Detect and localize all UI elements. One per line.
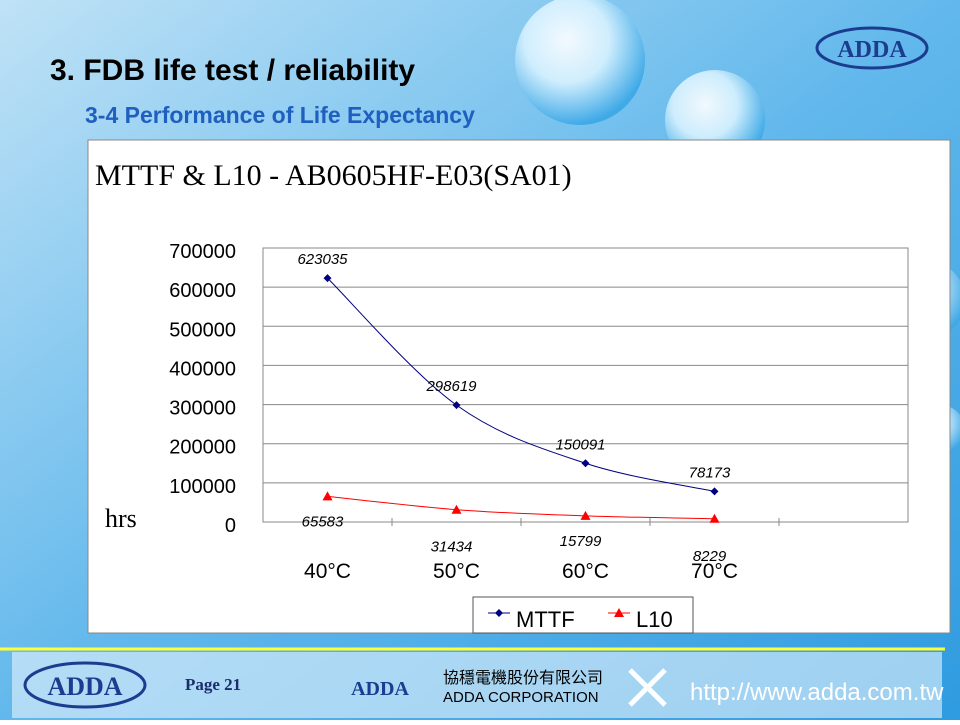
y-tick-label: 200000: [169, 437, 236, 459]
slide-title: 3. FDB life test / reliability: [50, 54, 415, 87]
legend: [472, 596, 694, 634]
x-tick-label: 60°C: [562, 560, 609, 583]
y-axis-label: hrs: [105, 504, 137, 533]
data-label: 78173: [689, 464, 731, 481]
y-tick-label: 0: [225, 515, 236, 537]
marker: [451, 504, 462, 514]
logo: ADDA: [837, 37, 907, 63]
y-tick-label: 100000: [169, 476, 236, 498]
data-label: 31434: [431, 539, 473, 556]
legend-marker: [495, 609, 503, 617]
footer-logo-small: ADDA: [351, 678, 409, 700]
data-label: 8229: [693, 548, 727, 565]
series-line: [327, 277, 715, 492]
footer-band: [12, 652, 942, 718]
data-label: 15799: [560, 533, 602, 550]
legend-label: MTTF: [516, 607, 575, 632]
y-tick-label: 400000: [169, 358, 236, 380]
x-tick-label: 40°C: [304, 560, 351, 583]
legend-label: L10: [636, 607, 673, 632]
y-tick-label: 500000: [169, 319, 236, 341]
y-tick-label: 600000: [169, 280, 236, 302]
logo-ring: [815, 26, 929, 70]
data-label: 65583: [302, 513, 344, 530]
chart-title: MTTF & L10 - AB0605HF-E03(SA01): [95, 159, 572, 192]
plot: 0 100000 200000 300000 400000 500000 600000 700…: [169, 241, 908, 583]
slide-subtitle: 3-4 Performance of Life Expectancy: [85, 102, 475, 128]
marker: [709, 513, 720, 523]
data-label: 623035: [297, 251, 348, 268]
data-label: 298619: [425, 378, 477, 395]
y-tick-label: 300000: [169, 398, 236, 420]
marker: [323, 274, 332, 283]
x-tick-label: 70°C: [691, 560, 738, 583]
footer-logo: ADDA: [47, 672, 122, 701]
marker: [580, 510, 591, 520]
marker: [710, 487, 719, 496]
x-tick-label: 50°C: [433, 560, 480, 583]
series-line: [327, 495, 715, 520]
decor-bubble: [515, 0, 645, 125]
marker: [322, 491, 333, 501]
footer-decor: [628, 668, 667, 707]
company-cn: 協穩電機股份有限公司: [443, 669, 603, 687]
url: http://www.adda.com.tw: [690, 679, 944, 706]
plot-area: [262, 247, 909, 523]
marker: [581, 459, 590, 468]
data-label: 150091: [555, 436, 605, 453]
legend-marker: [614, 608, 624, 617]
y-tick-label: 700000: [169, 241, 236, 263]
page-number: Page 21: [185, 675, 241, 694]
company-en: ADDA CORPORATION: [443, 689, 599, 706]
footer-logo-ring: [23, 661, 147, 709]
marker: [452, 401, 461, 410]
